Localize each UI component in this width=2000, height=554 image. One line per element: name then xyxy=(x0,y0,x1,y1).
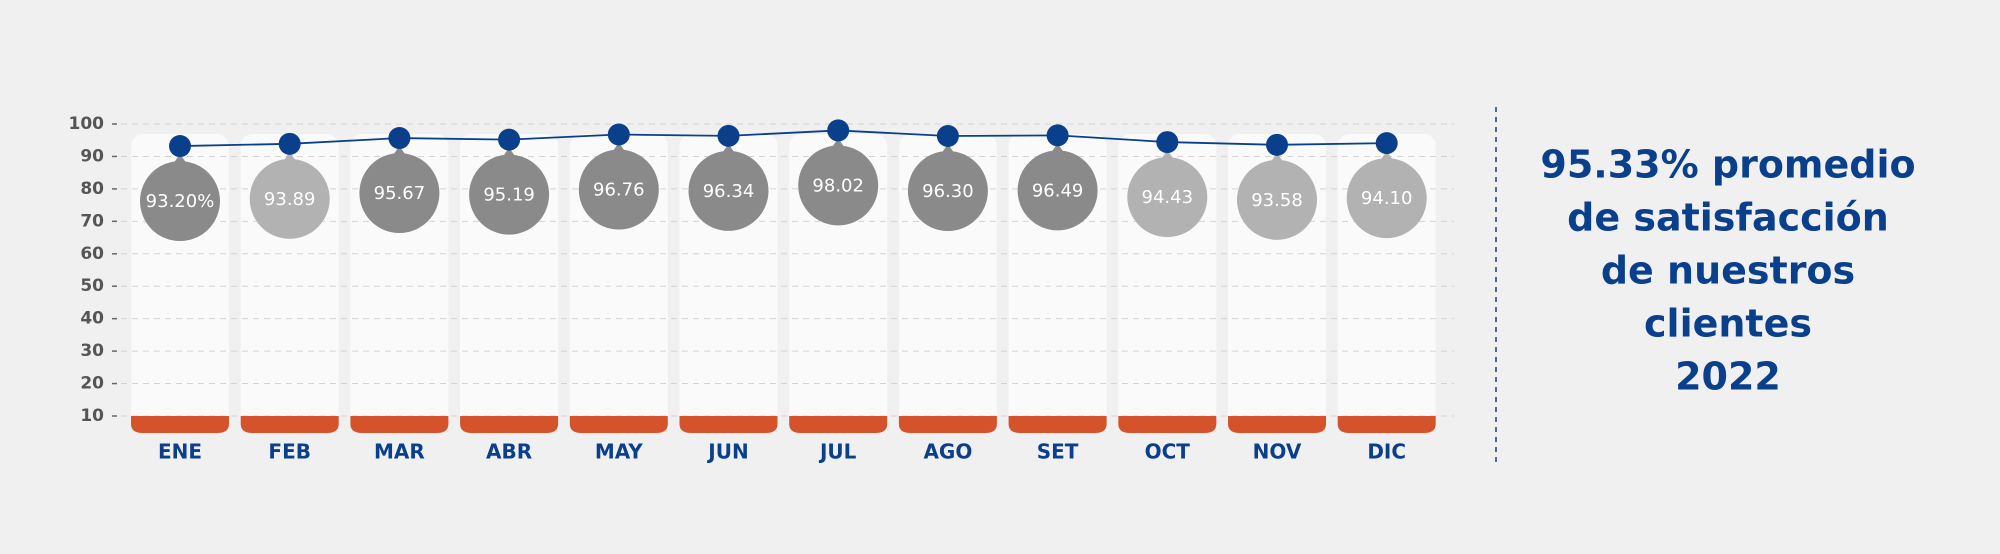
value-label: 96.34 xyxy=(703,181,755,202)
side-note: de satisfacción xyxy=(1567,196,1889,240)
label-bubble xyxy=(578,149,659,230)
point xyxy=(278,132,301,155)
label-bubble xyxy=(688,150,769,231)
x-tick-label: JUN xyxy=(706,440,748,464)
y-tick-label: 70 xyxy=(80,211,104,231)
label-bubble xyxy=(140,161,220,242)
value-label: 94.10 xyxy=(1361,188,1413,209)
value-label: 96.30 xyxy=(922,181,974,202)
x-tick-label: SET xyxy=(1037,440,1079,464)
x-tick-label: JUL xyxy=(818,440,857,464)
x-tick-label: OCT xyxy=(1145,440,1191,464)
y-tick-label: 100 xyxy=(69,114,105,134)
series-line xyxy=(179,129,1387,147)
point xyxy=(388,127,411,150)
x-tick-label: MAY xyxy=(595,440,643,464)
label-bubble xyxy=(1017,150,1098,231)
label-bubble xyxy=(249,158,330,239)
column-base xyxy=(131,416,229,433)
x-tick-label: DIC xyxy=(1367,440,1406,464)
x-tick-label: ENE xyxy=(158,440,202,464)
y-tick-label: 20 xyxy=(80,374,104,394)
column-base xyxy=(240,416,339,433)
value-label: 98.02 xyxy=(812,175,864,196)
point xyxy=(936,125,959,148)
column-base xyxy=(1228,416,1326,433)
point xyxy=(498,128,521,151)
label-bubble xyxy=(359,153,440,234)
column-base xyxy=(898,416,997,433)
column-base xyxy=(1008,416,1107,433)
column-base xyxy=(569,416,668,433)
side-note: de nuestros xyxy=(1601,249,1855,293)
column-base xyxy=(789,416,888,433)
y-tick-label: 40 xyxy=(80,309,104,329)
y-tick-label: 90 xyxy=(80,146,104,166)
label-bubble xyxy=(1346,158,1427,239)
label-bubble xyxy=(798,145,879,226)
point xyxy=(1375,132,1398,155)
point xyxy=(1156,131,1179,154)
value-label: 93.20% xyxy=(146,191,215,212)
value-label: 93.89 xyxy=(264,189,316,210)
column-base xyxy=(679,416,778,433)
point xyxy=(607,123,630,146)
value-label: 95.19 xyxy=(483,185,535,206)
column-base xyxy=(1118,416,1217,433)
side-note: 2022 xyxy=(1675,355,1781,399)
x-tick-label: MAR xyxy=(374,440,425,464)
label-bubble xyxy=(1237,159,1317,240)
point xyxy=(717,124,740,147)
value-label: 96.76 xyxy=(593,180,645,201)
point xyxy=(1046,124,1069,147)
side-note: clientes xyxy=(1644,302,1812,346)
x-tick-label: FEB xyxy=(268,440,311,464)
value-label: 95.67 xyxy=(374,183,426,204)
y-tick-label: 30 xyxy=(80,341,104,361)
label-bubble xyxy=(1127,157,1208,238)
x-tick-label: AGO xyxy=(923,440,972,464)
value-label: 96.49 xyxy=(1032,180,1084,201)
point xyxy=(1266,133,1288,156)
value-label: 93.58 xyxy=(1251,190,1303,211)
column-base xyxy=(350,416,449,433)
x-tick-label: NOV xyxy=(1253,440,1302,464)
label-bubble xyxy=(907,151,988,232)
y-tick-label: 50 xyxy=(80,276,104,296)
column-base xyxy=(1337,416,1436,433)
y-tick-label: 10 xyxy=(80,406,104,426)
y-tick-label: 60 xyxy=(80,244,104,264)
point xyxy=(169,135,191,158)
point xyxy=(827,119,850,142)
x-tick-label: ABR xyxy=(486,440,532,464)
y-tick-label: 80 xyxy=(80,179,104,199)
side-note: 95.33% promedio xyxy=(1540,143,1915,187)
label-bubble xyxy=(469,154,550,235)
value-label: 94.43 xyxy=(1142,187,1194,208)
column-base xyxy=(460,416,559,433)
